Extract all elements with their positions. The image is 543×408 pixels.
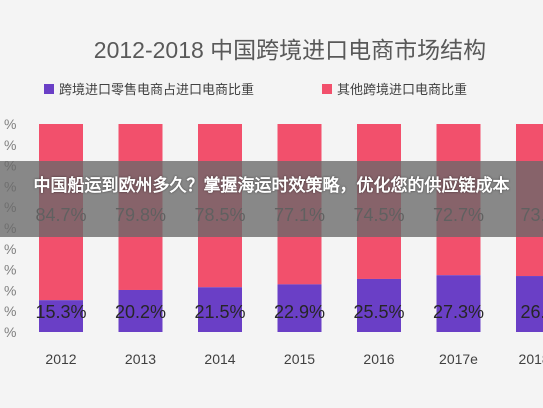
x-tick-label: 2014	[204, 351, 235, 367]
bar-retail-2016	[357, 278, 401, 332]
legend-label-0: 跨境进口零售电商占进口电商比重	[59, 82, 254, 97]
headline-text: 中国船运到欧州多久？掌握海运时效策略，优化您的供应链成本	[33, 176, 510, 196]
y-tick-label: %	[4, 241, 16, 257]
legend-swatch-0	[44, 84, 54, 94]
y-tick-label: %	[4, 324, 16, 340]
y-tick-label: %	[4, 303, 16, 319]
value-label-retail: 27.3%	[433, 302, 484, 322]
bar-retail-2012	[39, 300, 83, 332]
value-label-retail: 20.2%	[115, 302, 166, 322]
bar-retail-2013	[118, 289, 163, 332]
x-tick-label: 2015	[284, 351, 315, 367]
value-label-retail: 26.9	[520, 302, 543, 322]
bar-retail-2015	[277, 284, 322, 332]
headline-banner: 中国船运到欧州多久？掌握海运时效策略，优化您的供应链成本	[0, 161, 543, 237]
x-tick-label: 2012	[45, 351, 76, 367]
value-label-retail: 22.9%	[274, 302, 325, 322]
bar-retail-2018e	[516, 276, 543, 332]
x-tick-label: 2013	[125, 351, 156, 367]
value-label-retail: 25.5%	[353, 302, 404, 322]
x-tick-label: 2016	[363, 351, 394, 367]
legend-swatch-1	[322, 84, 332, 94]
x-tick-label: 2017e	[439, 351, 478, 367]
bar-retail-2014	[198, 287, 242, 332]
chart-title: 2012-2018 中国跨境进口电商市场结构	[94, 37, 486, 63]
value-label-retail: 21.5%	[194, 302, 245, 322]
x-tick-label: 2018e	[519, 351, 543, 367]
x-axis: 2012 2013 2014 2015 2016 2017e 2018e	[45, 351, 543, 367]
y-tick-label: %	[4, 262, 16, 278]
legend-label-1: 其他跨境进口电商比重	[337, 82, 467, 97]
y-tick-label: %	[4, 137, 16, 153]
value-label-retail: 15.3%	[35, 302, 86, 322]
bar-retail-2017e	[436, 275, 481, 332]
legend: 跨境进口零售电商占进口电商比重 其他跨境进口电商比重	[44, 82, 467, 97]
y-tick-label: %	[4, 116, 16, 132]
y-tick-label: %	[4, 282, 16, 298]
